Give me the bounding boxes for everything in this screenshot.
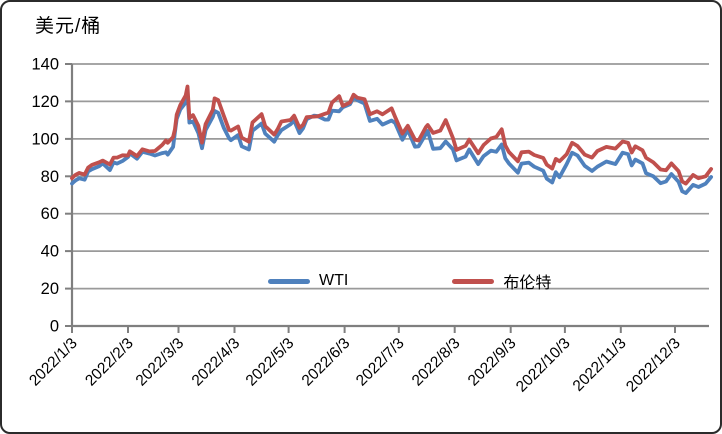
x-tick-label: 2022/7/3 <box>353 335 408 390</box>
y-tick-label: 40 <box>41 243 59 261</box>
x-tick-label: 2022/8/3 <box>409 335 464 390</box>
chart-title: 美元/桶 <box>35 16 102 37</box>
x-tick-label: 2022/12/3 <box>623 335 684 396</box>
x-tick-label: 2022/9/3 <box>465 335 520 390</box>
y-tick-label: 120 <box>31 93 59 111</box>
legend: WTI 布伦特 <box>268 269 551 293</box>
x-tick-label: 2022/2/3 <box>82 335 137 390</box>
x-tick-label: 2022/10/3 <box>513 335 574 396</box>
x-tick-label: 2022/11/3 <box>570 335 630 395</box>
x-tick-label: 2022/5/3 <box>243 335 298 390</box>
y-tick-label: 100 <box>31 130 59 148</box>
y-tick-label: 60 <box>41 205 59 223</box>
x-tick-label: 2022/6/3 <box>299 335 354 390</box>
x-tick-label: 2022/3/3 <box>133 335 188 390</box>
y-tick-label: 20 <box>41 280 59 298</box>
brent-series-line <box>70 84 713 186</box>
y-tick-label: 0 <box>50 318 59 336</box>
legend-swatch-wti <box>268 278 310 284</box>
x-tick-label: 2022/4/3 <box>189 335 244 390</box>
y-tick-label: 80 <box>41 168 59 186</box>
legend-label-brent: 布伦特 <box>503 275 552 292</box>
x-tick-label: 2022/1/3 <box>26 335 81 390</box>
legend-label-wti: WTI <box>319 272 349 289</box>
legend-item-wti: WTI <box>268 272 348 290</box>
legend-swatch-brent <box>452 278 495 284</box>
y-tick-label: 140 <box>31 56 59 74</box>
legend-item-brent: 布伦特 <box>452 269 551 293</box>
